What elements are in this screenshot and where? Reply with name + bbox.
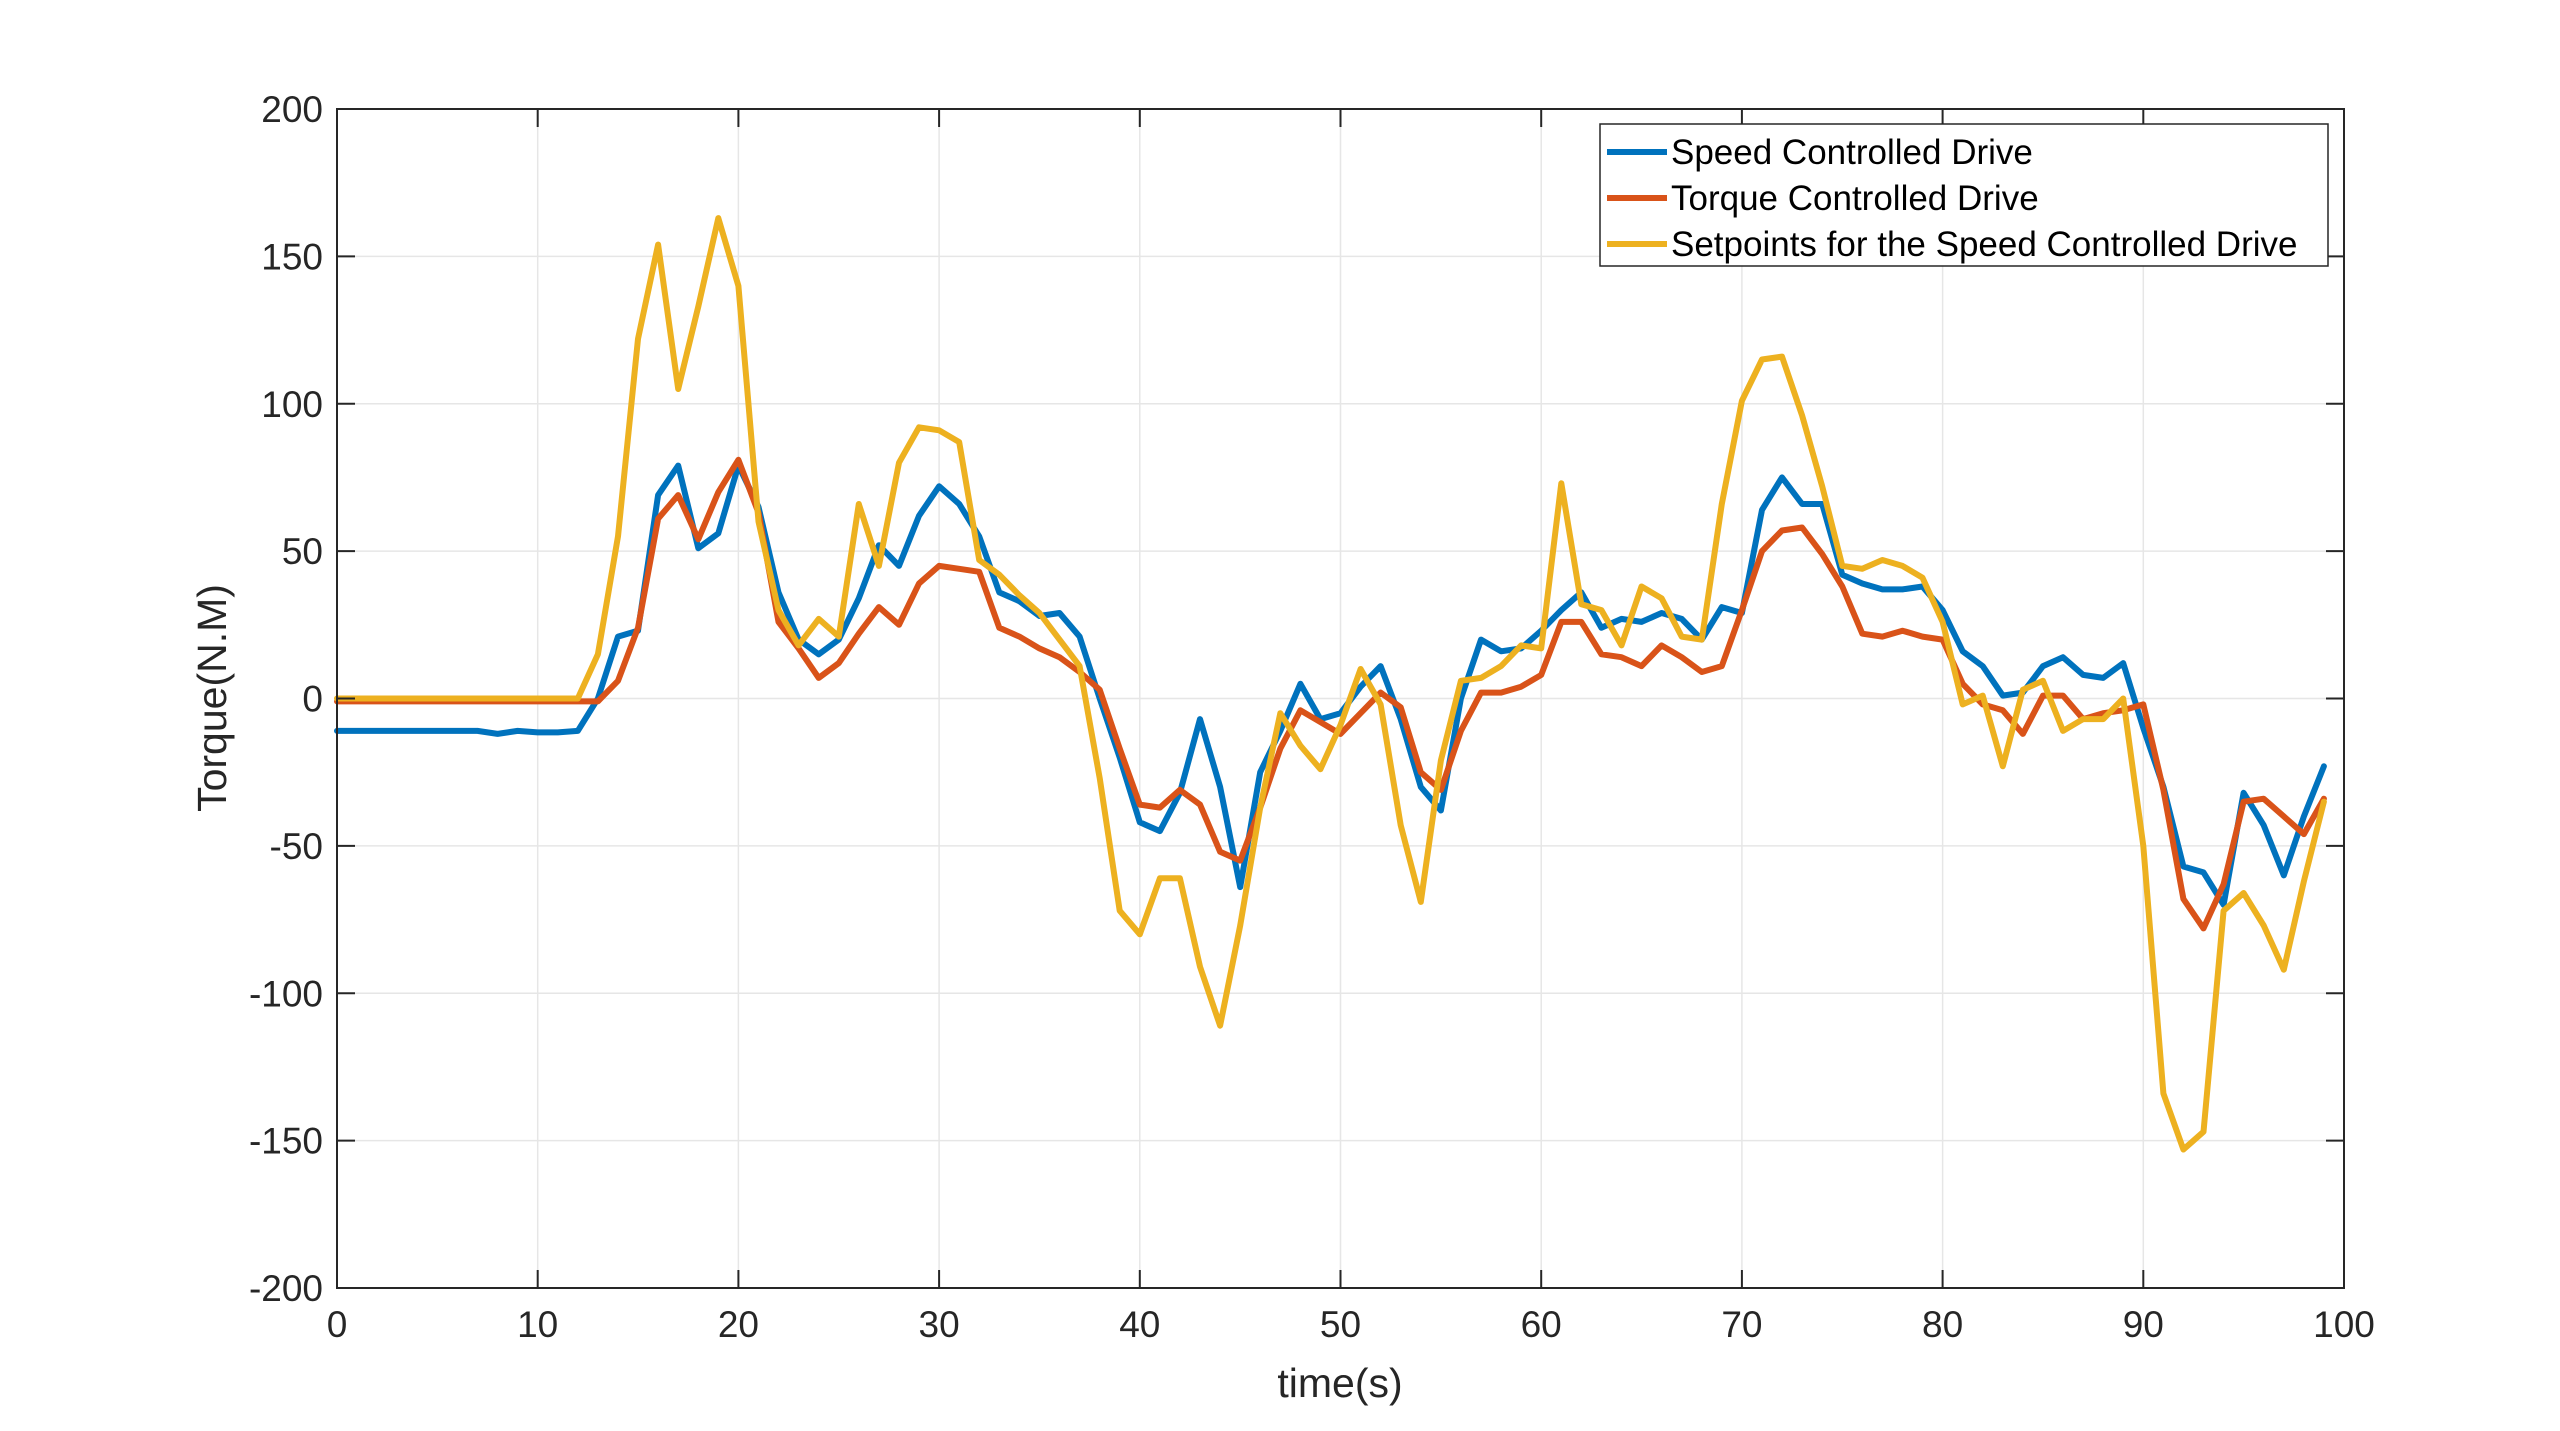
legend-label-2: Torque Controlled Drive — [1671, 179, 2039, 218]
y-tick-labels: -200 -150 -100 -50 0 50 100 150 200 — [249, 89, 323, 1309]
x-tick-label: 80 — [1922, 1304, 1963, 1345]
y-tick-label: 100 — [261, 384, 323, 425]
x-tick-label: 60 — [1521, 1304, 1562, 1345]
y-tick-label: 200 — [261, 89, 323, 130]
x-tick-label: 40 — [1119, 1304, 1160, 1345]
series-lines — [334, 215, 2327, 1153]
x-tick-label: 90 — [2123, 1304, 2164, 1345]
series-line-1 — [334, 462, 2327, 908]
y-tick-label: -50 — [270, 826, 323, 867]
series-line-3 — [334, 215, 2327, 1153]
y-tick-label: 0 — [302, 679, 323, 720]
x-tick-label: 100 — [2313, 1304, 2375, 1345]
y-tick-label: -100 — [249, 973, 323, 1014]
series-line-2 — [334, 456, 2327, 932]
x-tick-label: 10 — [517, 1304, 558, 1345]
y-tick-label: 50 — [282, 531, 323, 572]
x-tick-label: 70 — [1721, 1304, 1762, 1345]
y-tick-label: 150 — [261, 236, 323, 277]
legend-label-3: Setpoints for the Speed Controlled Drive — [1671, 225, 2297, 264]
y-axis-label: Torque(N.M) — [189, 584, 235, 812]
legend-label-1: Speed Controlled Drive — [1671, 133, 2033, 172]
axis-ticks — [336, 108, 2345, 1289]
x-tick-label: 50 — [1320, 1304, 1361, 1345]
y-tick-label: -200 — [249, 1268, 323, 1309]
x-tick-label: 0 — [327, 1304, 348, 1345]
x-tick-label: 30 — [919, 1304, 960, 1345]
x-tick-labels: 0 10 20 30 40 50 60 70 80 90 100 — [327, 1304, 2375, 1345]
x-axis-label: time(s) — [1277, 1360, 1402, 1406]
legend-box — [1599, 123, 2329, 267]
y-tick-label: -150 — [249, 1121, 323, 1162]
legend: Speed Controlled Drive Torque Controlled … — [1599, 123, 2329, 267]
x-tick-label: 20 — [718, 1304, 759, 1345]
